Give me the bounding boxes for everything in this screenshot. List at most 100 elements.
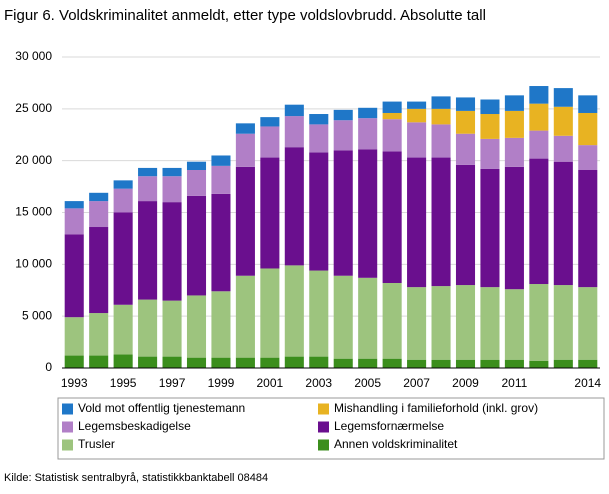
bar-segment <box>529 86 549 104</box>
bar-segment <box>480 287 500 360</box>
x-tick-label: 2005 <box>354 376 381 390</box>
legend-label: Annen voldskriminalitet <box>334 437 458 451</box>
bar-segment <box>578 169 598 288</box>
x-tick-label: 2009 <box>452 376 479 390</box>
y-tick-label: 0 <box>45 360 52 374</box>
bar-segment <box>529 360 549 368</box>
legend-label: Trusler <box>78 437 115 451</box>
bar-segment <box>138 176 158 202</box>
bar-segment <box>407 122 427 158</box>
bar-segment <box>113 180 133 189</box>
x-tick-label: 1997 <box>159 376 186 390</box>
bar-segment <box>235 275 255 358</box>
bar-segment <box>504 289 524 360</box>
bar-segment <box>260 157 280 269</box>
chart-title: Figur 6. Voldskriminalitet anmeldt, ette… <box>4 7 486 24</box>
bar-segment <box>529 130 549 159</box>
legend-swatch <box>62 403 73 415</box>
y-tick-label: 30 000 <box>15 49 52 63</box>
bar-segment <box>455 359 476 368</box>
bar-segment <box>455 110 476 134</box>
bar-segment <box>529 158 549 285</box>
source: Kilde: Statistisk sentralbyrå, statistik… <box>4 472 268 484</box>
bar-segment <box>211 165 231 194</box>
bar-segment <box>431 96 451 109</box>
bar-segment <box>284 116 304 148</box>
legend-swatch <box>318 403 329 415</box>
bar-segment <box>284 356 304 368</box>
bar-segment <box>529 284 549 361</box>
x-tick-label: 2007 <box>403 376 430 390</box>
bar-segment <box>186 161 207 170</box>
legend-label: Legemsfornærmelse <box>334 419 444 433</box>
bar-segment <box>455 97 476 111</box>
x-tick-label: 2014 <box>574 376 601 390</box>
bar-segment <box>431 124 451 158</box>
bar-segment <box>578 359 598 368</box>
bar-segment <box>309 152 329 271</box>
bar-segment <box>358 118 378 150</box>
bar-segment <box>578 287 598 360</box>
bar-segment <box>455 285 476 360</box>
bar-segment <box>431 286 451 360</box>
y-tick-label: 15 000 <box>15 205 52 219</box>
bar-segment <box>578 112 598 146</box>
bar-segment <box>211 291 231 358</box>
y-tick-label: 25 000 <box>15 101 52 115</box>
bar-segment <box>553 135 573 162</box>
bar-segment <box>138 167 158 177</box>
legend-swatch <box>318 421 329 433</box>
bar-segment <box>64 317 84 356</box>
bar-segment <box>358 107 378 119</box>
bar-segment <box>358 149 378 278</box>
bar-segment <box>553 88 573 107</box>
bar-segment <box>455 133 476 165</box>
bar-segment <box>309 356 329 368</box>
bar-segment <box>89 192 109 202</box>
x-tick-label: 2001 <box>257 376 284 390</box>
bar-segment <box>553 285 573 360</box>
bar-segment <box>333 150 353 276</box>
bar-segment <box>309 114 329 125</box>
bar-segment <box>211 357 231 368</box>
bar-segment <box>89 313 109 356</box>
bar-segment <box>284 147 304 266</box>
bar-segment <box>186 169 207 196</box>
legend-label: Legemsbeskadigelse <box>78 419 191 433</box>
bar-segment <box>431 157 451 287</box>
bar-segment <box>504 95 524 111</box>
bar-segment <box>235 123 255 134</box>
legend-swatch <box>318 439 329 451</box>
bar-segment <box>89 227 109 314</box>
bar-segment <box>89 355 109 368</box>
bar-segment <box>113 188 133 213</box>
bar-segment <box>480 138 500 169</box>
bar-segment <box>64 201 84 209</box>
bar-segment <box>407 108 427 123</box>
x-tick-label: 1995 <box>110 376 137 390</box>
bar-segment <box>113 354 133 368</box>
bar-segment <box>186 295 207 358</box>
legend-swatch <box>62 439 73 451</box>
bar-segment <box>309 124 329 153</box>
bar-segment <box>138 356 158 368</box>
bar-segment <box>382 101 402 113</box>
bar-segment <box>480 359 500 368</box>
bar-segment <box>260 357 280 368</box>
bar-segment <box>64 208 84 235</box>
bar-segment <box>235 357 255 368</box>
bar-segment <box>162 300 182 357</box>
bar-segment <box>113 212 133 305</box>
bar-segment <box>504 110 524 138</box>
bar-segment <box>211 155 231 166</box>
legend-box <box>57 397 605 460</box>
bar-segment <box>333 275 353 359</box>
bar-segment <box>382 282 402 359</box>
y-tick-label: 10 000 <box>15 257 52 271</box>
bar-segment <box>382 119 402 152</box>
x-tick-label: 2003 <box>305 376 332 390</box>
bar-segment <box>333 120 353 151</box>
bar-segment <box>162 202 182 301</box>
bar-segment <box>431 359 451 368</box>
bar-segment <box>455 164 476 286</box>
